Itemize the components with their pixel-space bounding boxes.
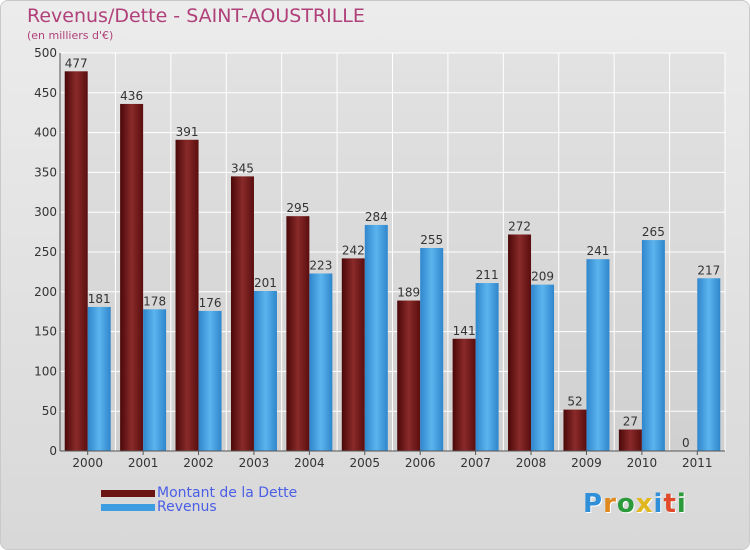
bar-revenue xyxy=(364,224,388,451)
bar-debt xyxy=(286,216,310,451)
logo-letter: P xyxy=(583,489,604,519)
data-label-revenue: 209 xyxy=(531,270,554,284)
bar-revenue xyxy=(87,306,111,451)
y-tick-label: 300 xyxy=(34,205,57,219)
logo-letter: t xyxy=(663,489,677,519)
chart-legend: Montant de la Dette Revenus xyxy=(101,485,298,515)
bar-chart: 0 50 100 150 200 250 300 350 400 450 500 2000 2001 20… xyxy=(34,46,726,470)
bar-revenue xyxy=(143,309,167,451)
data-label-revenue: 178 xyxy=(143,294,166,308)
logo-letter: i xyxy=(676,489,687,519)
bar-revenue xyxy=(253,291,277,451)
legend-item-debt: Montant de la Dette xyxy=(101,485,298,501)
x-tick-label: 2002 xyxy=(183,456,214,470)
data-label-revenue: 265 xyxy=(642,225,665,239)
data-label-revenue: 217 xyxy=(697,263,720,277)
data-label-debt: 141 xyxy=(453,324,476,338)
bar-debt xyxy=(175,139,199,451)
bar-debt xyxy=(64,71,88,452)
x-tick-label: 2001 xyxy=(128,456,159,470)
y-tick-label: 250 xyxy=(34,245,57,259)
bar-debt xyxy=(120,103,144,451)
legend-label-revenue: Revenus xyxy=(157,499,217,515)
data-label-revenue: 176 xyxy=(199,296,222,310)
logo-letter: x xyxy=(635,489,654,519)
bar-revenue xyxy=(420,248,444,451)
y-tick-label: 0 xyxy=(49,444,57,458)
bar-debt xyxy=(341,258,365,451)
data-label-revenue: 284 xyxy=(365,210,388,224)
data-label-debt: 477 xyxy=(65,56,88,70)
y-tick-label: 200 xyxy=(34,285,57,299)
data-label-debt: 345 xyxy=(231,161,254,175)
y-tick-label: 400 xyxy=(34,126,57,140)
data-label-debt: 391 xyxy=(176,125,199,139)
data-label-revenue: 255 xyxy=(420,233,443,247)
data-label-debt: 0 xyxy=(682,436,690,450)
proxiti-logo: Proxiti xyxy=(583,489,687,519)
bar-debt xyxy=(563,409,587,451)
x-tick-label: 2000 xyxy=(72,456,103,470)
bar-revenue xyxy=(198,310,222,451)
x-tick-label: 2006 xyxy=(405,456,436,470)
data-label-revenue: 211 xyxy=(476,268,499,282)
chart-title: Revenus/Dette - SAINT-AOUSTRILLE xyxy=(27,5,365,27)
x-tick-label: 2009 xyxy=(571,456,602,470)
x-tick-label: 2007 xyxy=(460,456,491,470)
y-tick-label: 150 xyxy=(34,325,57,339)
x-tick-label: 2008 xyxy=(516,456,547,470)
x-tick-label: 2010 xyxy=(627,456,658,470)
legend-label-debt: Montant de la Dette xyxy=(157,485,298,501)
data-label-debt: 189 xyxy=(397,286,420,300)
y-tick-label: 50 xyxy=(42,404,57,418)
bar-revenue xyxy=(586,259,610,451)
bar-debt xyxy=(230,176,254,451)
bar-revenue xyxy=(531,284,555,451)
bar-revenue xyxy=(697,278,721,451)
logo-letter: i xyxy=(653,489,664,519)
legend-swatch-revenue xyxy=(101,503,155,511)
x-tick-label: 2004 xyxy=(294,456,325,470)
x-tick-label: 2011 xyxy=(682,456,713,470)
logo-letter: o xyxy=(616,489,636,519)
bar-revenue xyxy=(641,240,665,451)
data-label-revenue: 181 xyxy=(88,292,111,306)
data-label-debt: 272 xyxy=(508,219,531,233)
bar-debt xyxy=(618,429,642,451)
data-label-revenue: 223 xyxy=(309,258,332,272)
bar-debt xyxy=(397,300,421,451)
y-tick-label: 500 xyxy=(34,46,57,60)
y-tick-label: 350 xyxy=(34,165,57,179)
bar-revenue xyxy=(475,283,499,451)
bar-revenue xyxy=(309,273,333,451)
y-tick-label: 100 xyxy=(34,364,57,378)
data-label-debt: 27 xyxy=(623,415,638,429)
chart-subtitle: (en milliers d'€) xyxy=(27,29,114,42)
y-tick-label: 450 xyxy=(34,86,57,100)
data-label-debt: 52 xyxy=(567,395,582,409)
data-label-debt: 436 xyxy=(120,89,143,103)
bar-debt xyxy=(452,338,476,451)
data-label-debt: 295 xyxy=(286,201,309,215)
data-label-debt: 242 xyxy=(342,243,365,257)
x-tick-label: 2005 xyxy=(350,456,381,470)
legend-item-revenue: Revenus xyxy=(101,499,297,515)
legend-swatch-debt xyxy=(101,489,155,497)
bar-debt xyxy=(508,234,532,451)
data-label-revenue: 241 xyxy=(587,244,610,258)
data-label-revenue: 201 xyxy=(254,276,277,290)
logo-letter: r xyxy=(603,489,617,519)
x-tick-label: 2003 xyxy=(239,456,270,470)
